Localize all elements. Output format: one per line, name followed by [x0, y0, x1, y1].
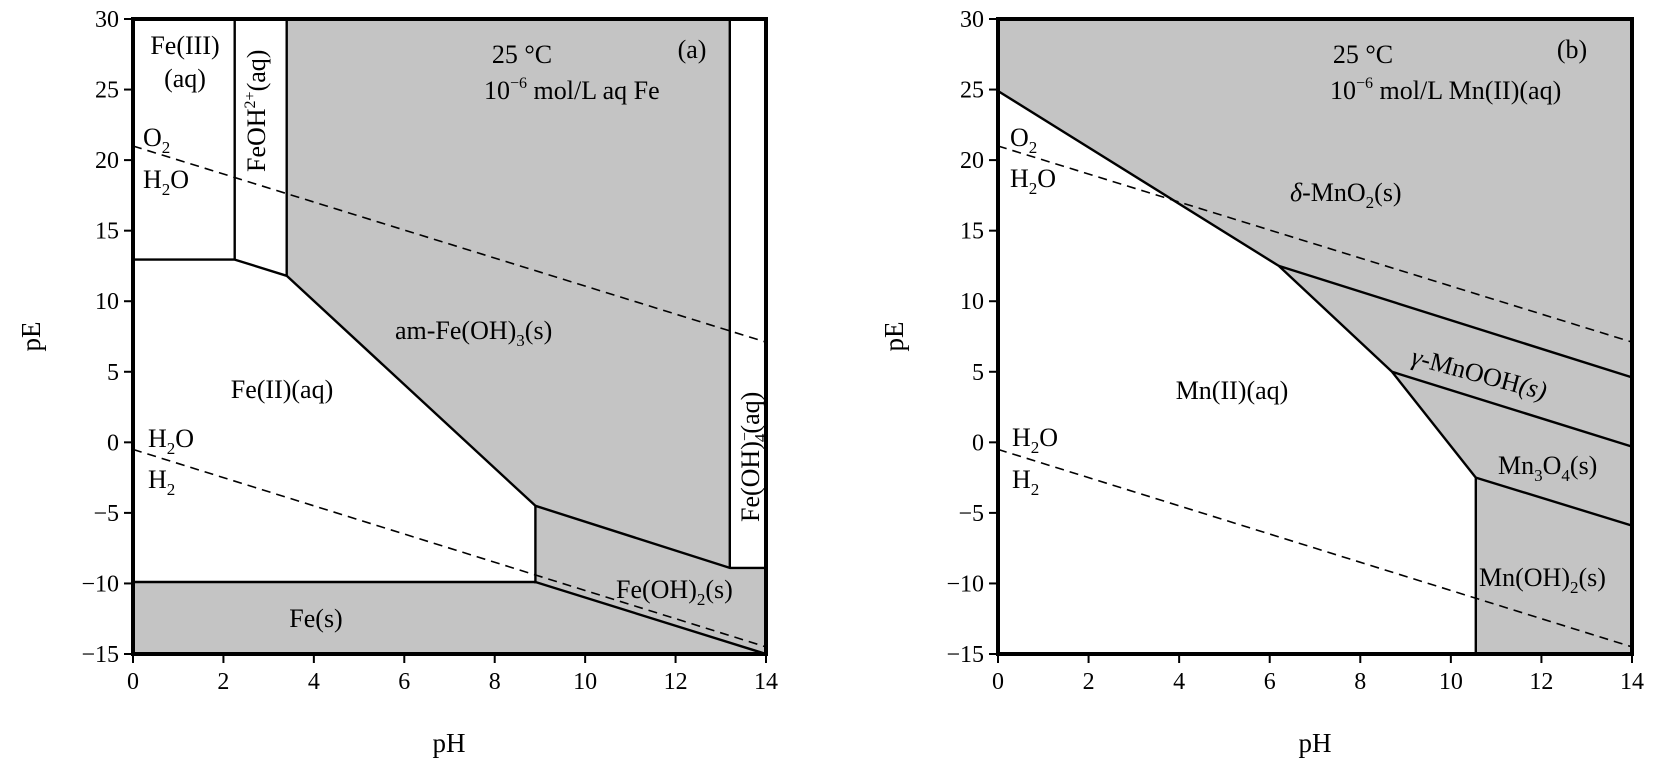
panel-a-y-tick-label: 25: [95, 78, 119, 104]
label-fe-iii-line2: (aq): [164, 64, 206, 93]
panel-a-x-tick-label: 8: [489, 669, 501, 695]
panel-b-region-0: [998, 19, 1632, 654]
panel-b-boundary-1: [1278, 264, 1633, 379]
panel-b-y-tick-label: 10: [960, 289, 984, 315]
panel-a-boundary-5: [133, 580, 767, 656]
panel-a-h2o-upper-label: H2O: [143, 165, 189, 199]
panel-a-y-tick-label: 0: [107, 430, 119, 456]
panel-a-x-tick-label: 4: [308, 669, 320, 695]
panel-b-h2o-lower-label: H2O: [1012, 423, 1058, 457]
label-fe-ii: Fe(II)(aq): [231, 375, 334, 404]
panel-b-x-tick-label: 10: [1439, 669, 1463, 695]
panel-a-o2-label: O2: [143, 123, 170, 157]
panel-b-o2-label: O2: [1010, 123, 1037, 157]
panel-b-y-tick-label: 30: [960, 7, 984, 33]
panel-a-water-line-1: [132, 448, 767, 648]
panel-b-boundary-3: [1475, 476, 1633, 527]
panel-b-tag: (b): [1557, 35, 1587, 64]
panel-b-y-tick-label: 25: [960, 78, 984, 104]
panel-a-y-tick-label: 15: [95, 219, 119, 245]
label-feoh-2plus: FeOH2+(aq): [242, 50, 271, 172]
label-fe-oh-2: Fe(OH)2(s): [616, 575, 733, 609]
panel-a-axes: 0 2 4 6 8 10 12 14 30 25 20 15 10 5 0 −5 −10 −15 pH pE: [16, 7, 778, 758]
label-mn-ii: Mn(II)(aq): [1176, 376, 1289, 405]
panel-b-y-tick-label: −10: [946, 571, 984, 597]
panel-a-frame: [131, 17, 768, 656]
panel-b-x-axis-label: pH: [1299, 728, 1332, 758]
panel-a-y-tick-label: 10: [95, 289, 119, 315]
panel-a-water-line-0: [132, 145, 767, 343]
panel-b-x-tick-label: 4: [1173, 669, 1185, 695]
panel-b-water-line-0: [997, 145, 1633, 343]
panel-a-x-axis-label: pH: [433, 728, 466, 758]
label-mn3o4: Mn3O4(s): [1498, 451, 1597, 485]
panel-b-concentration: 10−6 mol/L Mn(II)(aq): [1330, 75, 1561, 105]
panel-b-x-tick-label: 8: [1354, 669, 1366, 695]
panel-b-x-tick-label: 2: [1083, 669, 1095, 695]
panel-b-h2-label: H2: [1012, 465, 1039, 499]
label-fe-oh-4-minus: Fe(OH)−4(aq): [736, 392, 770, 522]
label-delta-mno2: δ-MnO2(s): [1290, 178, 1402, 212]
panel-a-region-1: [535, 505, 766, 654]
panel-a-boundaries: [133, 19, 767, 656]
panel-b-h2o-upper-label: H2O: [1010, 164, 1056, 198]
panel-a-concentration: 10−6 mol/L aq Fe: [484, 75, 660, 105]
panel-a-x-tick-label: 10: [573, 669, 597, 695]
label-am-fe-oh-3: am-Fe(OH)3(s): [395, 316, 552, 350]
panel-a-y-tick-label: 20: [95, 148, 119, 174]
label-fe-s: Fe(s): [289, 604, 342, 633]
panel-a-y-tick-label: −10: [81, 571, 119, 597]
panel-a-y-tick-label: 5: [107, 360, 119, 386]
panel-a-h2o-lower-label: H2O: [148, 424, 194, 458]
panel-a-h2-label: H2: [148, 465, 175, 499]
panel-a-region-2: [133, 582, 766, 654]
panel-a-shaded-regions: [133, 19, 766, 654]
panel-b-axes: 0 2 4 6 8 10 12 14 30 25 20 15 10 5 0 −5 −10 −15 pH pE: [879, 7, 1644, 758]
panel-b-y-tick-label: 20: [960, 148, 984, 174]
panel-b-x-tick-label: 14: [1620, 669, 1644, 695]
label-fe-iii-line1: Fe(III): [150, 31, 219, 60]
panel-b-water-line-1: [997, 448, 1633, 648]
panel-b-boundary-2: [1391, 370, 1633, 448]
panel-a-boundary-0: [133, 258, 766, 570]
panel-b-shaded-regions: [998, 19, 1632, 654]
panel-b-x-tick-label: 6: [1264, 669, 1276, 695]
panel-b-boundaries: [997, 89, 1633, 654]
panel-a-y-tick-label: −5: [93, 501, 119, 527]
panel-a-tag: (a): [678, 35, 707, 64]
panel-b-x-tick-label: 12: [1529, 669, 1553, 695]
panel-a-x-tick-label: 0: [127, 669, 139, 695]
panel-b-y-tick-label: −15: [946, 642, 984, 668]
panel-a-water-lines: [132, 145, 767, 648]
panel-a-y-axis-label: pE: [16, 322, 46, 352]
panel-b-frame: [996, 17, 1634, 656]
panel-b-x-tick-label: 0: [992, 669, 1004, 695]
label-mn-oh-2: Mn(OH)2(s): [1479, 563, 1606, 597]
panel-b-y-axis-label: pE: [879, 322, 909, 352]
panel-a-region-0: [286, 19, 730, 568]
panel-a-x-tick-label: 6: [398, 669, 410, 695]
panel-b-y-tick-label: 15: [960, 219, 984, 245]
panel-b-water-lines: [997, 145, 1633, 648]
panel-a-temperature: 25 °C: [492, 40, 552, 69]
panel-a-y-tick-label: −15: [81, 642, 119, 668]
panel-a-x-tick-label: 12: [664, 669, 688, 695]
panel-b-y-tick-label: −5: [958, 501, 984, 527]
panel-a-x-tick-label: 2: [217, 669, 229, 695]
panel-b-y-tick-label: 0: [972, 430, 984, 456]
panel-a-x-tick-label: 14: [754, 669, 778, 695]
panel-a-y-tick-label: 30: [95, 7, 119, 33]
panel-b-temperature: 25 °C: [1333, 40, 1393, 69]
panel-b-y-tick-label: 5: [972, 360, 984, 386]
